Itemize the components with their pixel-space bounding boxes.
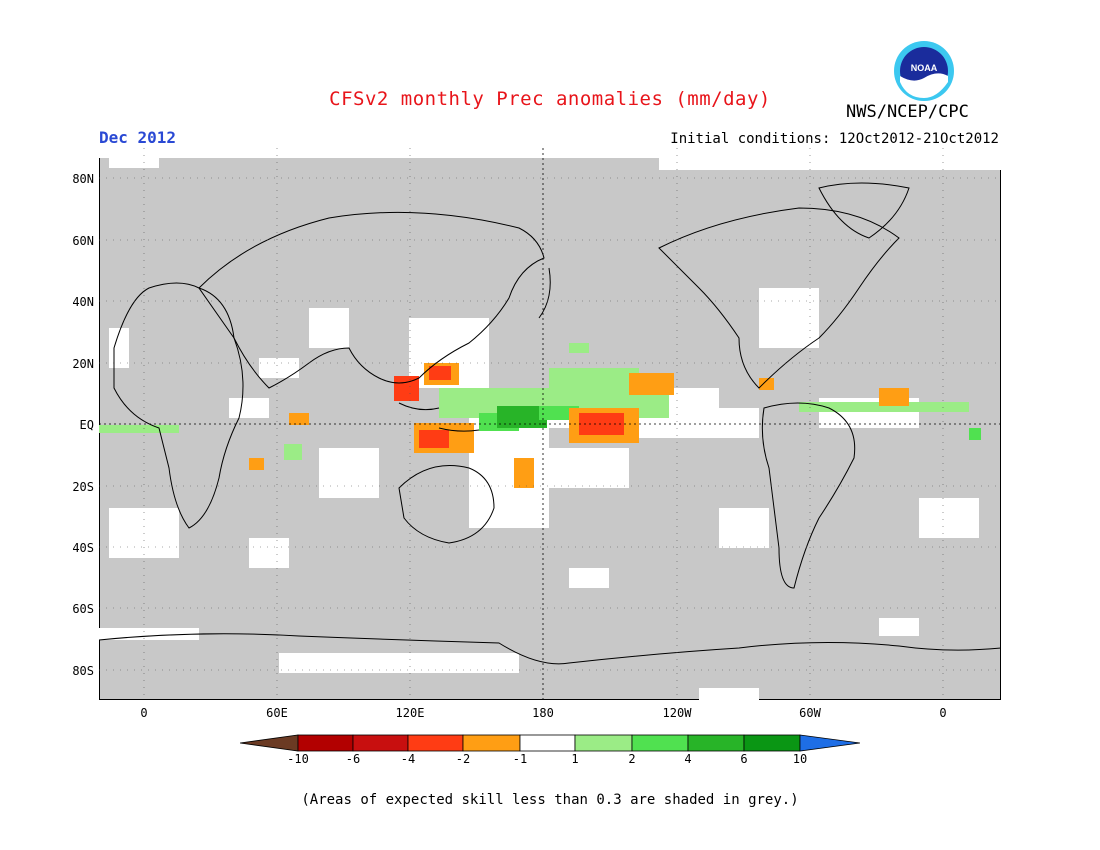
colorbar-segment-7 [631,734,689,752]
lon-label-0-east: 0 [939,706,947,720]
colorbar-segment-4 [462,734,521,752]
colorbar-label-4: 4 [684,752,692,766]
color-scale-bar [240,734,860,752]
colorbar-segment-1 [297,734,354,752]
lon-label-60w: 60W [799,706,821,720]
lon-label-180: 180 [532,706,554,720]
colorbar-segment-lt-10 [240,734,299,752]
colorbar-label-6: 6 [740,752,748,766]
continent-outlines [99,182,1001,665]
lon-label-0: 0 [140,706,148,720]
lat-label-40s: 40S [72,541,94,555]
logo-text: NOAA [911,63,938,73]
colorbar-label-neg1: -1 [512,752,528,766]
colorbar-segment-gt-10 [799,734,860,752]
colorbar-segment-5 [519,734,576,752]
colorbar-label-neg4: -4 [400,752,416,766]
lat-label-eq: EQ [79,418,94,432]
skill-footnote: (Areas of expected skill less than 0.3 a… [301,792,799,808]
colorbar-segment-9 [743,734,801,752]
colorbar-label-1: 1 [571,752,579,766]
lat-label-80n: 80N [72,172,94,186]
map-graticule [99,148,1001,700]
colorbar-segment-2 [352,734,409,752]
lon-label-60e: 60E [266,706,288,720]
lat-label-60n: 60N [72,234,94,248]
colorbar-label-2: 2 [628,752,636,766]
lat-label-80s: 80S [72,664,94,678]
map-title: CFSv2 monthly Prec anomalies (mm/day) [329,88,771,110]
agency-label: NWS/NCEP/CPC [846,102,969,122]
noaa-logo: NOAA [893,40,955,102]
map-gridlines [99,148,1001,700]
forecast-month: Dec 2012 [99,128,177,147]
colorbar-segment-3 [407,734,464,752]
lat-label-20s: 20S [72,480,94,494]
colorbar-label-neg10: -10 [287,752,309,766]
lon-label-120w: 120W [662,706,692,720]
colorbar-segment-6 [574,734,633,752]
lat-label-60s: 60S [72,602,94,616]
colorbar-label-10: 10 [792,752,808,766]
precip-anomaly-map [99,148,1001,700]
lat-label-20n: 20N [72,357,94,371]
initial-conditions: Initial conditions: 12Oct2012-21Oct2012 [670,131,999,147]
lon-label-120e: 120E [395,706,425,720]
lat-label-40n: 40N [72,295,94,309]
colorbar-segment-8 [687,734,745,752]
colorbar-label-neg6: -6 [345,752,361,766]
colorbar-label-neg2: -2 [455,752,471,766]
